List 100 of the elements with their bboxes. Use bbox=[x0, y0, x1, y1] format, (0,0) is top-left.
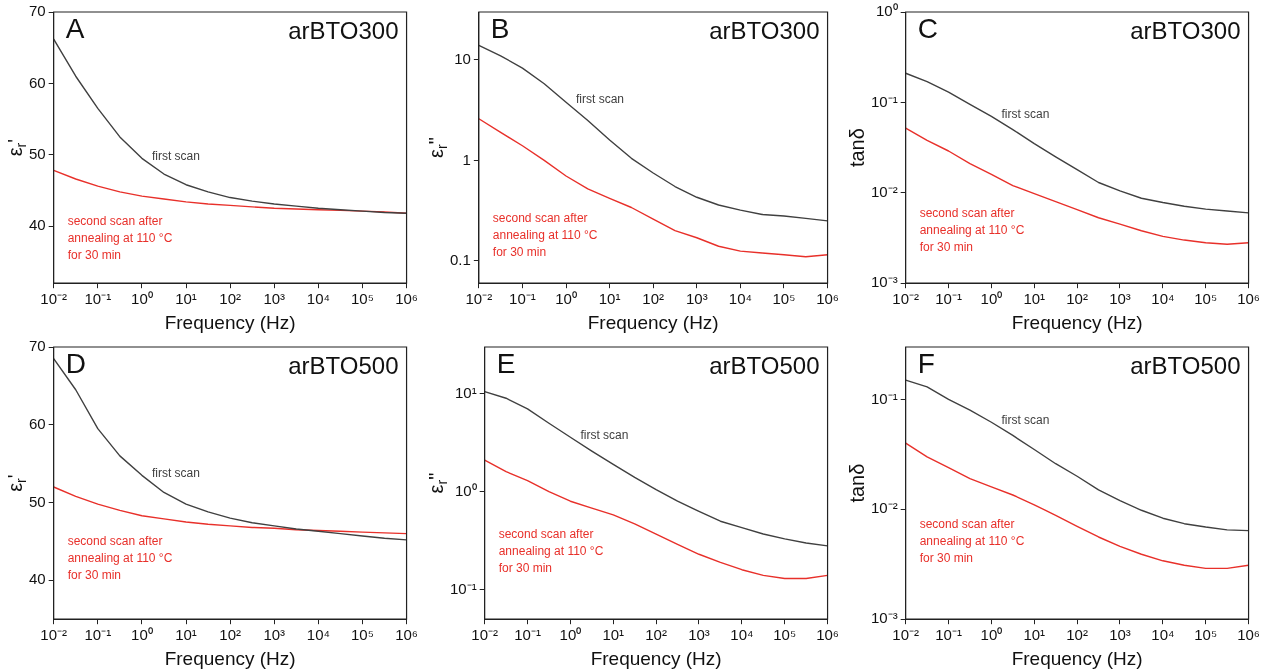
x-tick-label: 10⁰ bbox=[131, 290, 153, 308]
annotation: F bbox=[917, 347, 935, 379]
y-axis-title: εr' bbox=[3, 474, 29, 492]
x-tick-label: 10⁰ bbox=[555, 290, 577, 308]
series-label: second scan after annealing at 110 °C for 30 min bbox=[919, 517, 1025, 566]
annotation: C bbox=[917, 12, 938, 44]
x-tick-label: 10⁰ bbox=[980, 290, 1003, 308]
chart-title: arBTO300 bbox=[1130, 16, 1241, 44]
x-tick-label: 10² bbox=[645, 626, 667, 644]
x-tick-label: 10² bbox=[219, 626, 241, 644]
y-tick-label: 10⁻¹ bbox=[449, 579, 477, 597]
x-tick-label: 10⁶ bbox=[816, 626, 839, 644]
x-tick-label: 10⁴ bbox=[1151, 290, 1175, 308]
y-tick-label: 10⁻² bbox=[870, 499, 898, 517]
chart-title: arBTO500 bbox=[288, 351, 399, 379]
series-label: second scan after annealing at 110 °C for 30 min bbox=[492, 210, 598, 259]
x-axis-title: Frequency (Hz) bbox=[1011, 647, 1143, 669]
series-label: first scan bbox=[580, 427, 629, 442]
y-tick-label: 70 bbox=[29, 337, 46, 355]
annotation: D bbox=[65, 347, 86, 379]
y-tick-label: 50 bbox=[29, 492, 46, 510]
series-label: first scan bbox=[1001, 412, 1050, 427]
y-tick-label: 40 bbox=[29, 570, 46, 588]
x-tick-label: 10⁶ bbox=[395, 626, 418, 644]
y-tick-label: 40 bbox=[29, 216, 46, 234]
x-tick-label: 10¹ bbox=[175, 290, 197, 308]
y-tick-label: 50 bbox=[29, 144, 46, 162]
x-tick-label: 10⁶ bbox=[816, 290, 839, 308]
y-tick-label: 10⁻¹ bbox=[870, 92, 898, 110]
x-tick-label: 10² bbox=[1066, 290, 1088, 308]
x-tick-label: 10⁻² bbox=[892, 626, 920, 644]
x-tick-label: 10⁴ bbox=[306, 626, 330, 644]
x-tick-label: 10⁶ bbox=[1237, 290, 1260, 308]
x-tick-label: 10³ bbox=[1109, 290, 1131, 308]
x-tick-label: 10¹ bbox=[602, 626, 625, 644]
x-tick-label: 10⁵ bbox=[351, 626, 374, 644]
x-tick-label: 10⁻² bbox=[892, 290, 920, 308]
y-tick-label: 60 bbox=[29, 73, 46, 91]
x-tick-label: 10³ bbox=[688, 626, 710, 644]
chart-title: arBTO300 bbox=[709, 16, 820, 44]
x-tick-label: 10² bbox=[1066, 626, 1088, 644]
x-tick-label: 10³ bbox=[263, 626, 286, 644]
x-tick-label: 10⁵ bbox=[1194, 626, 1218, 644]
series-label: first scan bbox=[151, 148, 200, 163]
annotation: B bbox=[490, 12, 510, 44]
series-label: first scan bbox=[576, 92, 625, 107]
x-tick-label: 10⁵ bbox=[773, 626, 797, 644]
x-tick-label: 10⁵ bbox=[1194, 290, 1218, 308]
y-tick-label: 10⁻³ bbox=[870, 609, 898, 627]
x-tick-label: 10⁻¹ bbox=[514, 626, 541, 644]
x-tick-label: 10⁶ bbox=[395, 290, 418, 308]
y-tick-label: 10⁻² bbox=[870, 182, 898, 200]
y-tick-label: 10⁰ bbox=[875, 2, 898, 20]
annotation: A bbox=[65, 12, 85, 44]
x-tick-label: 10⁻¹ bbox=[84, 290, 112, 308]
y-tick-label: 60 bbox=[29, 414, 46, 432]
x-tick-label: 10⁰ bbox=[131, 626, 153, 644]
x-tick-label: 10⁴ bbox=[1151, 626, 1175, 644]
y-tick-label: 10 bbox=[454, 50, 471, 68]
series-label: second scan after annealing at 110 °C for 30 min bbox=[919, 205, 1025, 254]
x-tick-label: 10⁻² bbox=[465, 290, 493, 308]
chart-title: arBTO500 bbox=[709, 351, 820, 379]
series-label: second scan after annealing at 110 °C for 30 min bbox=[67, 214, 173, 263]
x-tick-label: 10⁰ bbox=[559, 626, 582, 644]
y-tick-label: 10¹ bbox=[454, 383, 477, 401]
y-axis-title: εr' bbox=[3, 138, 29, 157]
x-tick-label: 10² bbox=[219, 290, 241, 308]
chart-title: arBTO500 bbox=[1130, 351, 1241, 379]
x-axis-title: Frequency (Hz) bbox=[590, 647, 722, 669]
series-label: first scan bbox=[151, 465, 200, 480]
y-axis-title: εr" bbox=[424, 137, 450, 158]
x-tick-label: 10⁰ bbox=[980, 626, 1003, 644]
annotation: E bbox=[496, 347, 516, 379]
x-axis-title: Frequency (Hz) bbox=[164, 647, 296, 669]
series-label: second scan after annealing at 110 °C for 30 min bbox=[67, 534, 173, 583]
chart-title: arBTO300 bbox=[288, 16, 399, 44]
x-tick-label: 10¹ bbox=[175, 626, 197, 644]
y-tick-label: 10⁰ bbox=[454, 481, 477, 499]
x-axis-title: Frequency (Hz) bbox=[587, 311, 719, 333]
y-tick-label: 0.1 bbox=[449, 251, 471, 269]
x-tick-label: 10⁻² bbox=[40, 290, 68, 308]
x-tick-label: 10² bbox=[642, 290, 665, 308]
x-tick-label: 10⁵ bbox=[351, 290, 374, 308]
x-tick-label: 10⁻¹ bbox=[509, 290, 536, 308]
y-tick-label: 1 bbox=[462, 150, 471, 168]
x-tick-label: 10⁻² bbox=[40, 626, 68, 644]
x-tick-label: 10³ bbox=[263, 290, 286, 308]
x-tick-label: 10⁻¹ bbox=[935, 626, 962, 644]
series-label: second scan after annealing at 110 °C for 30 min bbox=[498, 527, 604, 576]
series-label: first scan bbox=[1001, 106, 1050, 121]
y-axis-title: tanδ bbox=[845, 463, 868, 503]
x-tick-label: 10¹ bbox=[598, 290, 621, 308]
y-axis-title: tanδ bbox=[845, 128, 868, 168]
x-tick-label: 10⁶ bbox=[1237, 626, 1260, 644]
y-axis-title: εr" bbox=[424, 472, 450, 494]
x-tick-label: 10³ bbox=[1109, 626, 1131, 644]
x-tick-label: 10⁵ bbox=[772, 290, 796, 308]
y-tick-label: 70 bbox=[29, 2, 46, 20]
x-tick-label: 10⁴ bbox=[728, 290, 752, 308]
x-tick-label: 10⁻¹ bbox=[84, 626, 112, 644]
